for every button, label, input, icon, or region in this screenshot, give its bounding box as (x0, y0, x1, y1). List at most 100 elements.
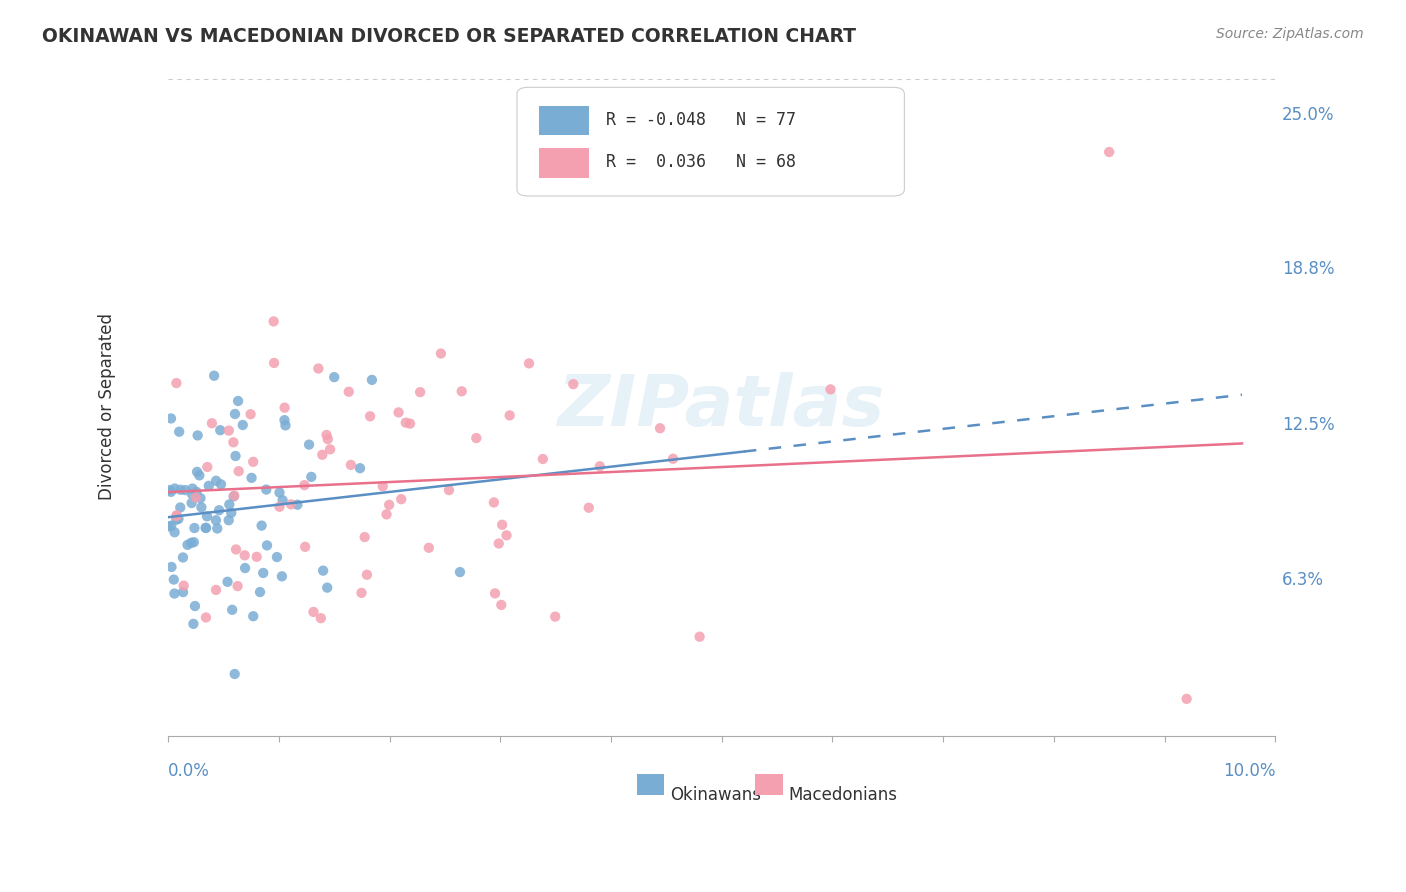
Point (254, 483, 277, 497)
Point (163, 573, 186, 587)
Point (233, 561, 256, 575)
Point (169, 483, 191, 497)
Text: ZIPatlas: ZIPatlas (558, 372, 886, 442)
Text: Okinawans: Okinawans (669, 786, 761, 804)
Text: Divorced or Separated: Divorced or Separated (98, 313, 117, 500)
FancyBboxPatch shape (637, 774, 664, 796)
Point (232, 417, 254, 432)
Point (350, 586, 373, 600)
Point (562, 377, 585, 392)
Point (280, 497, 302, 511)
Point (517, 356, 540, 370)
FancyBboxPatch shape (538, 148, 589, 178)
Point (315, 428, 337, 442)
Text: 12.5%: 12.5% (1282, 417, 1334, 434)
Point (186, 465, 208, 479)
Point (544, 609, 567, 624)
Point (488, 536, 510, 550)
Point (349, 461, 371, 475)
Point (418, 541, 440, 555)
Point (298, 437, 321, 451)
Point (202, 368, 225, 383)
Point (491, 598, 513, 612)
Point (167, 425, 190, 439)
Point (188, 468, 211, 483)
Point (157, 519, 180, 533)
Point (450, 384, 472, 399)
Point (218, 513, 240, 527)
Point (250, 518, 273, 533)
Point (181, 487, 204, 501)
Point (375, 508, 398, 522)
Point (246, 549, 269, 564)
Point (437, 483, 460, 497)
Point (172, 550, 194, 565)
Text: R =  0.036   N = 68: R = 0.036 N = 68 (606, 153, 796, 171)
Point (820, 383, 842, 397)
Text: Source: ZipAtlas.com: Source: ZipAtlas.com (1216, 27, 1364, 41)
Point (169, 500, 191, 515)
Point (222, 435, 245, 450)
Point (316, 432, 339, 446)
Point (242, 609, 264, 624)
Point (190, 491, 212, 506)
Point (207, 521, 229, 535)
Point (208, 503, 231, 517)
Point (173, 578, 195, 592)
Text: 25.0%: 25.0% (1282, 106, 1334, 124)
Text: 10.0%: 10.0% (1223, 763, 1275, 780)
Point (187, 428, 209, 442)
Point (166, 509, 188, 524)
Point (359, 409, 381, 424)
Point (271, 493, 294, 508)
Point (224, 407, 246, 421)
Point (240, 471, 263, 485)
Point (311, 448, 333, 462)
Point (160, 411, 183, 425)
Point (225, 542, 247, 557)
Point (294, 540, 316, 554)
Point (273, 413, 295, 427)
Point (263, 356, 285, 370)
Point (309, 611, 332, 625)
Point (183, 616, 205, 631)
Point (389, 492, 412, 507)
Point (167, 512, 190, 526)
Point (252, 566, 274, 580)
Point (294, 478, 316, 492)
Point (484, 586, 506, 600)
Point (662, 451, 685, 466)
Point (353, 530, 375, 544)
Point (160, 560, 183, 574)
Point (201, 417, 224, 431)
Point (209, 423, 232, 437)
Point (186, 484, 208, 499)
Text: 6.3%: 6.3% (1282, 571, 1324, 589)
Point (578, 500, 600, 515)
Point (222, 489, 245, 503)
Point (218, 424, 240, 438)
Point (172, 585, 194, 599)
Point (217, 574, 239, 589)
Point (197, 479, 219, 493)
Point (180, 536, 202, 550)
Point (205, 582, 228, 597)
Point (163, 586, 186, 600)
Point (689, 630, 711, 644)
Point (174, 483, 197, 497)
Point (340, 458, 363, 472)
Point (221, 603, 243, 617)
Point (226, 394, 249, 409)
Point (1098, 145, 1121, 159)
Text: 0.0%: 0.0% (169, 763, 209, 780)
Point (312, 564, 335, 578)
Point (266, 549, 288, 564)
Point (218, 498, 240, 512)
Point (249, 585, 271, 599)
Point (181, 482, 204, 496)
Point (499, 409, 522, 423)
Point (299, 470, 322, 484)
Point (165, 513, 187, 527)
Point (430, 346, 453, 360)
Point (195, 509, 218, 524)
